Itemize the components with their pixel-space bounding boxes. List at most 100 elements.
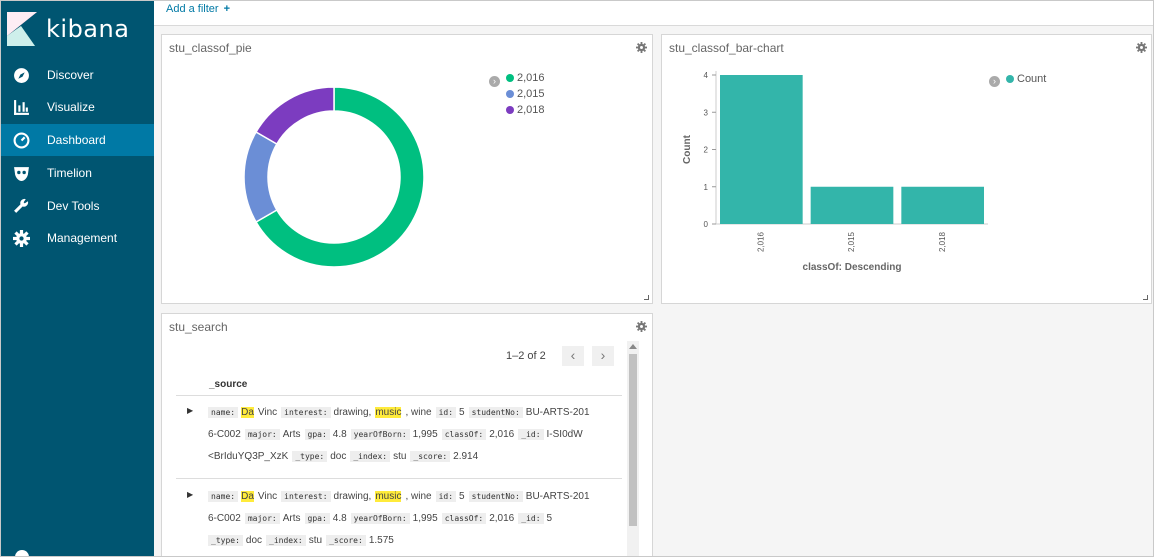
- field-value: 6-C002: [208, 513, 241, 524]
- pager-text: 1–2 of 2: [506, 350, 546, 362]
- panel-options-gear-icon[interactable]: [636, 42, 647, 53]
- source-line: 6-C002 major: Arts gpa: 4.8 yearOfBorn: 1,995 c…: [208, 424, 628, 446]
- field-value: Vinc: [257, 491, 278, 502]
- field-value: stu: [308, 535, 323, 546]
- field-key: major:: [244, 513, 280, 524]
- field-key: _id:: [518, 429, 544, 440]
- legend-item[interactable]: 2,015: [506, 88, 545, 100]
- wrench-icon: [14, 198, 29, 213]
- highlighted-value: Da: [241, 407, 254, 418]
- field-value: 4.8: [332, 513, 347, 524]
- field-value: 2,016: [489, 429, 515, 440]
- table-row[interactable]: name: Da Vinc interest: drawing, music, wine i…: [208, 486, 628, 552]
- prev-page-button[interactable]: ‹: [562, 346, 584, 366]
- panel-resize-handle[interactable]: [644, 295, 649, 300]
- pie-slice-2[interactable]: [255, 86, 335, 146]
- legend-item[interactable]: 2,016: [506, 72, 545, 84]
- row-divider: [176, 478, 622, 479]
- field-value: 1,995: [412, 513, 438, 524]
- field-key: studentNo:: [468, 491, 523, 502]
- sidebar-item-dashboard[interactable]: Dashboard: [1, 124, 154, 156]
- bar-chart-icon: [14, 100, 29, 115]
- field-value: doc: [245, 535, 263, 546]
- panel-title: stu_search: [169, 320, 228, 334]
- field-value: 5: [459, 407, 465, 418]
- next-page-button[interactable]: ›: [592, 346, 614, 366]
- header-divider: [176, 395, 622, 396]
- pie-slice-1[interactable]: [243, 130, 278, 224]
- sidebar-item-visualize[interactable]: Visualize: [1, 91, 154, 123]
- y-tick-label: 3: [704, 108, 709, 117]
- sidebar: kibana Discover Visualize Da: [1, 1, 154, 556]
- scroll-up-arrow-icon[interactable]: [629, 344, 637, 349]
- field-value: drawing,: [333, 407, 372, 418]
- kibana-logo-icon: [7, 12, 37, 46]
- pie-slice-0[interactable]: [255, 86, 425, 268]
- legend-dot: [506, 74, 514, 82]
- panel-resize-handle[interactable]: [1143, 295, 1148, 300]
- brand-text: kibana: [46, 15, 130, 43]
- bar-0[interactable]: [720, 75, 803, 224]
- field-key: gpa:: [304, 513, 330, 524]
- field-value: 5: [459, 491, 465, 502]
- column-header-source[interactable]: _source: [209, 379, 248, 390]
- sidebar-item-discover[interactable]: Discover: [1, 59, 154, 91]
- collapse-toggle-icon[interactable]: [15, 550, 29, 556]
- x-tick-label: 2,018: [938, 231, 947, 252]
- legend-item[interactable]: Count: [1006, 73, 1046, 85]
- sidebar-item-label: Dashboard: [47, 133, 106, 147]
- panel-title: stu_classof_pie: [169, 41, 252, 55]
- bar-1[interactable]: [810, 186, 894, 224]
- field-value: 4.8: [332, 429, 347, 440]
- sidebar-item-label: Visualize: [47, 100, 95, 114]
- field-value: 1,995: [412, 429, 438, 440]
- kibana-logo[interactable]: kibana: [1, 1, 154, 57]
- source-line: name: Da Vinc interest: drawing, music, wine i…: [208, 486, 628, 508]
- sidebar-item-timelion[interactable]: Timelion: [1, 157, 154, 189]
- field-key: _index:: [266, 535, 306, 546]
- expand-row-icon[interactable]: ▶: [187, 406, 194, 415]
- panel-options-gear-icon[interactable]: [636, 321, 647, 332]
- sidebar-item-label: Discover: [47, 68, 94, 82]
- field-key: gpa:: [304, 429, 330, 440]
- field-value: <BrIduYQ3P_XzK: [208, 451, 289, 462]
- expand-row-icon[interactable]: ▶: [187, 490, 194, 499]
- bar-panel: stu_classof_bar-chart 0 1 2 3 4 2,016 2,015 2,0…: [661, 34, 1152, 304]
- bar-2[interactable]: [901, 186, 984, 224]
- legend-item[interactable]: 2,018: [506, 104, 545, 116]
- add-filter-link[interactable]: Add a filter +: [166, 3, 230, 15]
- legend-label: Count: [1017, 73, 1047, 85]
- field-value: 2,016: [489, 513, 515, 524]
- source-line: 6-C002 major: Arts gpa: 4.8 yearOfBorn: 1,995 c…: [208, 508, 628, 530]
- plus-icon: +: [223, 3, 231, 15]
- legend-label: 2,015: [517, 88, 545, 100]
- field-value: I-SI0dW: [546, 429, 583, 440]
- y-axis-label: Count: [682, 134, 693, 164]
- field-value: 2.914: [453, 451, 479, 462]
- field-value: , wine: [405, 491, 432, 502]
- field-value: drawing,: [333, 491, 372, 502]
- field-value: 5: [546, 513, 553, 524]
- legend-toggle-icon[interactable]: ›: [989, 76, 1000, 87]
- legend-label: 2,016: [517, 72, 545, 84]
- panel-options-gear-icon[interactable]: [1136, 42, 1147, 53]
- field-key: _score:: [410, 451, 451, 462]
- sidebar-item-label: Management: [47, 231, 118, 245]
- sidebar-item-dev-tools[interactable]: Dev Tools: [1, 190, 154, 222]
- source-line: <BrIduYQ3P_XzK _type: doc _index: stu _score:…: [208, 446, 628, 468]
- field-value: doc: [330, 451, 347, 462]
- filter-bar: Add a filter +: [154, 1, 1153, 26]
- table-row[interactable]: name: Da Vinc interest: drawing, music, wine i…: [208, 402, 628, 468]
- y-tick-label: 4: [704, 71, 709, 80]
- y-tick-label: 2: [704, 146, 709, 155]
- legend-toggle-icon[interactable]: ›: [489, 76, 500, 87]
- sidebar-item-label: Dev Tools: [47, 199, 100, 213]
- field-key: _type:: [292, 451, 328, 462]
- x-tick-label: 2,015: [847, 231, 856, 252]
- sidebar-item-management[interactable]: Management: [1, 222, 154, 254]
- legend-label: 2,018: [517, 104, 545, 116]
- field-key: interest:: [281, 407, 331, 418]
- scrollbar-thumb[interactable]: [629, 354, 637, 526]
- legend-dot: [1006, 75, 1014, 83]
